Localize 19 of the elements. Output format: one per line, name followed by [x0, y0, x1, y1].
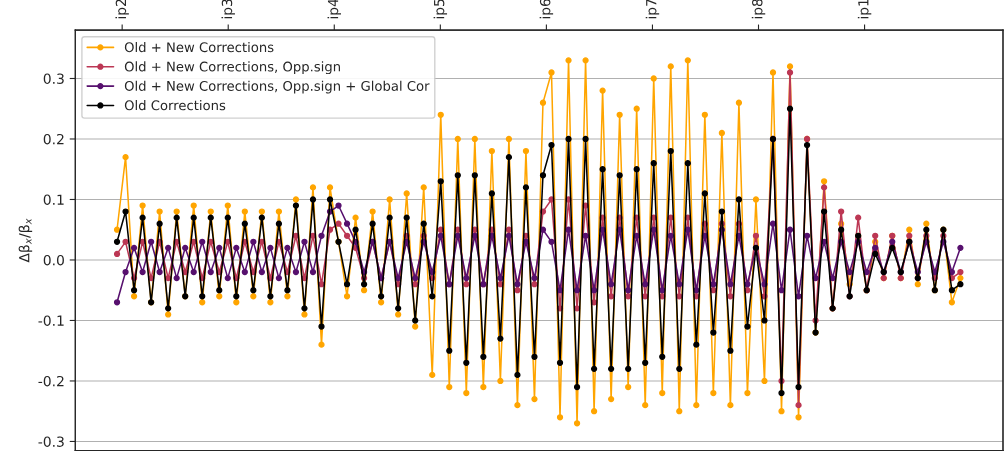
legend-label: Old Corrections — [124, 100, 226, 111]
text: ip5 — [433, 0, 448, 19]
y-axis-title: Δβ$_{x}$/β$_{x}$ — [18, 218, 33, 263]
text: ip6 — [539, 0, 554, 19]
text: ip8 — [751, 0, 766, 19]
y-tick-label: -0.3 — [38, 436, 64, 447]
text: ip1 — [857, 0, 872, 19]
legend-label: Old + New Corrections — [124, 41, 274, 53]
y-tick-label: 0.1 — [43, 194, 64, 205]
y-tick-label: -0.1 — [38, 315, 64, 326]
legend-label: Old + New Corrections, Opp.sign — [124, 61, 340, 75]
text: ip7 — [645, 0, 660, 19]
text: ip3 — [221, 0, 235, 19]
y-tick-label: 0.0 — [43, 254, 64, 266]
y-tick-label: -0.2 — [38, 375, 64, 387]
y-tick-label: 0.2 — [43, 133, 64, 145]
text: ip2 — [115, 0, 129, 19]
legend-label: Old + New Corrections, Opp.sign + Global Cor — [124, 80, 430, 94]
y-tick-label: 0.3 — [43, 73, 64, 84]
